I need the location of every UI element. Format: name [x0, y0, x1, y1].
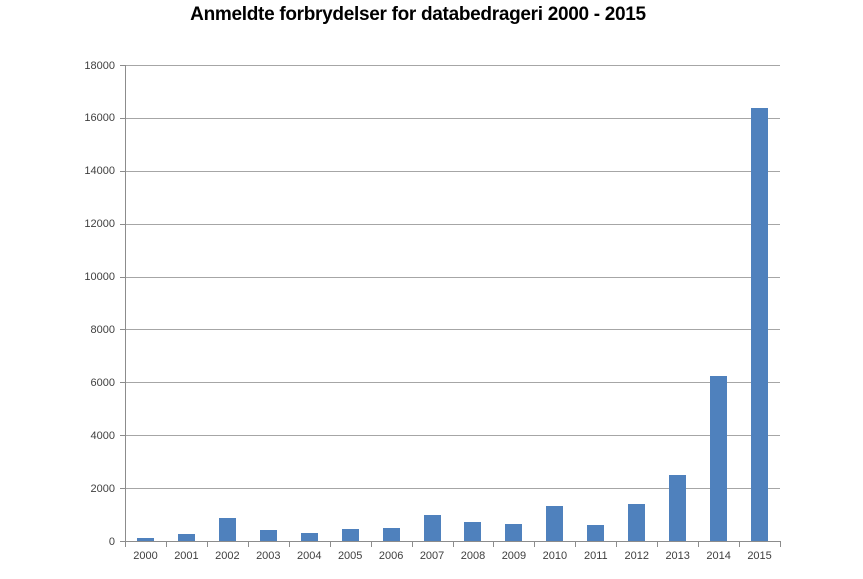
bar-2002: [218, 518, 236, 541]
y-axis-tick-0: [120, 541, 125, 542]
plot-area: [125, 65, 780, 541]
y-axis-tick-6000: [120, 382, 125, 384]
bar-2014: [710, 376, 728, 541]
y-tick-label-18000: 18000: [84, 59, 115, 72]
bar-2013: [669, 475, 687, 541]
gridline-4000: [125, 435, 780, 437]
y-tick-label-14000: 14000: [84, 165, 115, 178]
y-axis-tick-4000: [120, 435, 125, 437]
x-axis-tick-2: [206, 542, 208, 547]
x-axis-line: [125, 541, 781, 542]
bar-2005: [341, 529, 359, 541]
bar-2000: [136, 538, 154, 541]
x-axis-tick-1: [165, 542, 167, 547]
x-tick-label-2007: 2007: [419, 550, 445, 562]
y-axis-tick-8000: [120, 329, 125, 331]
gridline-8000: [125, 329, 780, 331]
y-tick-label-6000: 6000: [90, 376, 115, 389]
bar-2006: [382, 528, 400, 541]
bar-2001: [177, 534, 195, 541]
y-tick-label-8000: 8000: [90, 323, 115, 336]
x-tick-label-2001: 2001: [174, 550, 199, 562]
x-axis-tick-16: [780, 542, 781, 547]
x-tick-label-2000: 2000: [133, 550, 158, 562]
x-axis-tick-13: [657, 542, 659, 547]
x-axis-tick-5: [329, 542, 331, 547]
bar-2011: [587, 525, 605, 541]
x-axis-tick-7: [411, 542, 413, 547]
y-axis-tick-18000: [120, 65, 125, 66]
gridline-6000: [125, 382, 780, 384]
x-tick-label-2012: 2012: [624, 550, 649, 562]
x-tick-label-2006: 2006: [378, 550, 404, 562]
x-axis-tick-10: [534, 542, 536, 547]
x-axis-tick-11: [575, 542, 577, 547]
x-tick-label-2004: 2004: [297, 550, 322, 562]
x-tick-label-2014: 2014: [706, 550, 731, 562]
y-tick-label-4000: 4000: [90, 429, 115, 442]
gridline-14000: [125, 170, 780, 172]
x-tick-label-2015: 2015: [747, 550, 772, 562]
gridline-18000: [125, 65, 780, 66]
bar-2008: [464, 522, 482, 541]
gridline-10000: [125, 276, 780, 278]
bar-2012: [628, 504, 646, 541]
x-tick-label-2005: 2005: [337, 550, 363, 562]
chart-title: Anmeldte forbrydelser for databedrageri …: [190, 4, 646, 25]
gridline-12000: [125, 223, 780, 225]
x-axis-tick-8: [452, 542, 454, 547]
x-axis-tick-0: [125, 542, 126, 547]
x-tick-label-2013: 2013: [665, 550, 690, 562]
y-axis-tick-14000: [120, 170, 125, 172]
bar-2007: [423, 515, 441, 541]
y-axis-tick-2000: [120, 488, 125, 490]
bar-2004: [300, 533, 318, 541]
y-tick-label-16000: 16000: [84, 112, 115, 125]
bar-2003: [259, 530, 277, 541]
x-axis-tick-14: [698, 542, 700, 547]
gridline-2000: [125, 488, 780, 490]
y-axis-tick-12000: [120, 223, 125, 225]
y-tick-label-12000: 12000: [84, 218, 115, 231]
x-tick-label-2003: 2003: [256, 550, 281, 562]
y-tick-label-2000: 2000: [90, 482, 115, 495]
x-tick-label-2002: 2002: [215, 550, 240, 562]
y-tick-label-0: 0: [108, 535, 115, 548]
x-axis-tick-9: [493, 542, 495, 547]
gridline-16000: [125, 117, 780, 119]
y-axis-line: [125, 65, 126, 542]
x-axis-tick-6: [370, 542, 372, 547]
x-tick-label-2011: 2011: [583, 550, 608, 562]
x-axis-tick-12: [616, 542, 618, 547]
x-tick-label-2010: 2010: [542, 550, 568, 562]
bar-2015: [751, 108, 769, 541]
x-axis-tick-4: [288, 542, 290, 547]
x-tick-label-2008: 2008: [460, 550, 486, 562]
y-axis-tick-16000: [120, 117, 125, 119]
bar-2010: [546, 506, 564, 541]
y-tick-label-10000: 10000: [84, 271, 115, 284]
bar-2009: [505, 524, 523, 541]
x-axis-tick-3: [247, 542, 249, 547]
x-axis-tick-15: [739, 542, 741, 547]
y-axis-tick-10000: [120, 276, 125, 278]
x-tick-label-2009: 2009: [501, 550, 527, 562]
